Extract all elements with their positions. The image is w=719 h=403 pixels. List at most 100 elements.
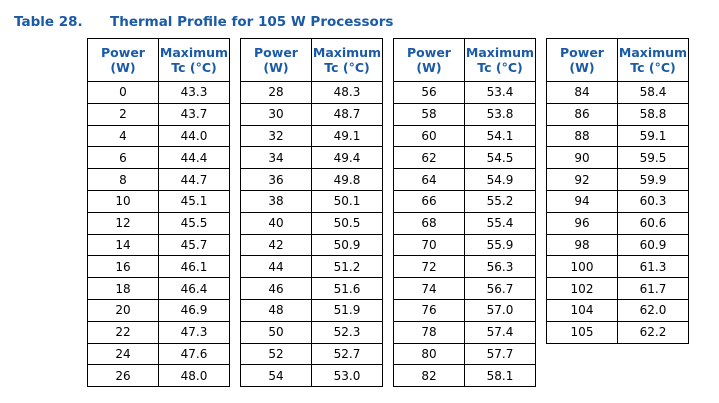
power-cell: 10: [87, 189, 159, 213]
max-tc-cell: 60.9: [617, 233, 689, 257]
power-header-line2: (W): [263, 60, 289, 75]
power-header-line2: (W): [416, 60, 442, 75]
max-tc-cell: 51.9: [311, 298, 383, 322]
power-cell: 28: [240, 81, 312, 104]
power-header: Power (W): [87, 38, 159, 82]
power-header-line1: Power: [560, 45, 604, 60]
max-tc-cell: 54.9: [464, 168, 536, 191]
table-row: 42 50.9: [240, 233, 383, 257]
thermal-table-3: Power (W) Maximum Tc (°C) 56 53.4 58 53.8 60 54.1…: [393, 38, 536, 388]
max-tc-cell: 50.5: [311, 211, 383, 235]
max-tc-cell: 50.9: [311, 233, 383, 257]
table-row: 6 44.4: [87, 146, 230, 170]
table-row: 8 44.7: [87, 168, 230, 191]
power-cell: 2: [87, 102, 159, 126]
power-cell: 38: [240, 189, 312, 213]
max-tc-header-line1: Maximum: [618, 45, 688, 60]
table-row: 32 49.1: [240, 124, 383, 148]
max-tc-cell: 57.0: [464, 298, 536, 322]
table-row: 94 60.3: [546, 189, 689, 213]
table-row: 102 61.7: [546, 277, 689, 300]
max-tc-cell: 46.4: [158, 277, 230, 300]
table-row: 2 43.7: [87, 102, 230, 126]
header-row: Power (W) Maximum Tc (°C): [393, 38, 536, 82]
power-cell: 102: [546, 277, 618, 300]
power-cell: 44: [240, 255, 312, 279]
table-row: 48 51.9: [240, 298, 383, 322]
power-cell: 34: [240, 146, 312, 170]
max-tc-cell: 58.8: [617, 102, 689, 126]
max-tc-cell: 49.4: [311, 146, 383, 170]
power-cell: 0: [87, 81, 159, 104]
power-cell: 68: [393, 211, 465, 235]
power-cell: 66: [393, 189, 465, 213]
thermal-table-1: Power (W) Maximum Tc (°C) 0 43.3 2 43.7 4 44.0 6 44…: [87, 38, 230, 388]
table-row: 0 43.3: [87, 81, 230, 104]
table-row: 68 55.4: [393, 211, 536, 235]
table-row: 60 54.1: [393, 124, 536, 148]
power-cell: 72: [393, 255, 465, 279]
power-cell: 14: [87, 233, 159, 257]
table-row: 98 60.9: [546, 233, 689, 257]
table-row: 54 53.0: [240, 364, 383, 388]
max-tc-cell: 48.7: [311, 102, 383, 126]
table-row: 10 45.1: [87, 189, 230, 213]
table-row: 4 44.0: [87, 124, 230, 148]
power-cell: 78: [393, 320, 465, 344]
max-tc-header-line2: Tc (°C): [477, 60, 523, 75]
table-row: 16 46.1: [87, 255, 230, 279]
max-tc-cell: 51.6: [311, 277, 383, 300]
table-row: 78 57.4: [393, 320, 536, 344]
max-tc-cell: 53.8: [464, 102, 536, 126]
power-cell: 100: [546, 255, 618, 279]
table-row: 38 50.1: [240, 189, 383, 213]
power-header: Power (W): [393, 38, 465, 82]
max-tc-cell: 57.4: [464, 320, 536, 344]
power-cell: 80: [393, 342, 465, 366]
max-tc-cell: 53.0: [311, 364, 383, 388]
max-tc-cell: 43.3: [158, 81, 230, 104]
max-tc-cell: 56.3: [464, 255, 536, 279]
table-row: 24 47.6: [87, 342, 230, 366]
power-cell: 84: [546, 81, 618, 104]
power-cell: 62: [393, 146, 465, 170]
power-cell: 4: [87, 124, 159, 148]
power-cell: 86: [546, 102, 618, 126]
power-cell: 90: [546, 146, 618, 170]
table-row: 22 47.3: [87, 320, 230, 344]
max-tc-cell: 46.1: [158, 255, 230, 279]
max-tc-header-line1: Maximum: [159, 45, 229, 60]
power-cell: 70: [393, 233, 465, 257]
table-row: 90 59.5: [546, 146, 689, 170]
max-tc-cell: 44.0: [158, 124, 230, 148]
power-cell: 104: [546, 298, 618, 322]
max-tc-cell: 59.9: [617, 168, 689, 191]
power-header-line2: (W): [569, 60, 595, 75]
max-tc-cell: 49.1: [311, 124, 383, 148]
power-cell: 42: [240, 233, 312, 257]
power-cell: 96: [546, 211, 618, 235]
max-tc-cell: 45.5: [158, 211, 230, 235]
max-tc-cell: 52.7: [311, 342, 383, 366]
table-row: 88 59.1: [546, 124, 689, 148]
thermal-table-4: Power (W) Maximum Tc (°C) 84 58.4 86 58.8 88 59.1…: [546, 38, 689, 344]
table-row: 56 53.4: [393, 81, 536, 104]
max-tc-cell: 61.3: [617, 255, 689, 279]
max-tc-cell: 50.1: [311, 189, 383, 213]
table-row: 96 60.6: [546, 211, 689, 235]
table-row: 14 45.7: [87, 233, 230, 257]
power-cell: 40: [240, 211, 312, 235]
max-tc-cell: 60.3: [617, 189, 689, 213]
table-row: 100 61.3: [546, 255, 689, 279]
power-cell: 74: [393, 277, 465, 300]
table-row: 62 54.5: [393, 146, 536, 170]
table-row: 74 56.7: [393, 277, 536, 300]
power-header: Power (W): [240, 38, 312, 82]
table-row: 70 55.9: [393, 233, 536, 257]
table-row: 20 46.9: [87, 298, 230, 322]
power-cell: 82: [393, 364, 465, 388]
max-tc-cell: 46.9: [158, 298, 230, 322]
max-tc-cell: 48.0: [158, 364, 230, 388]
max-tc-cell: 58.1: [464, 364, 536, 388]
max-tc-cell: 59.1: [617, 124, 689, 148]
